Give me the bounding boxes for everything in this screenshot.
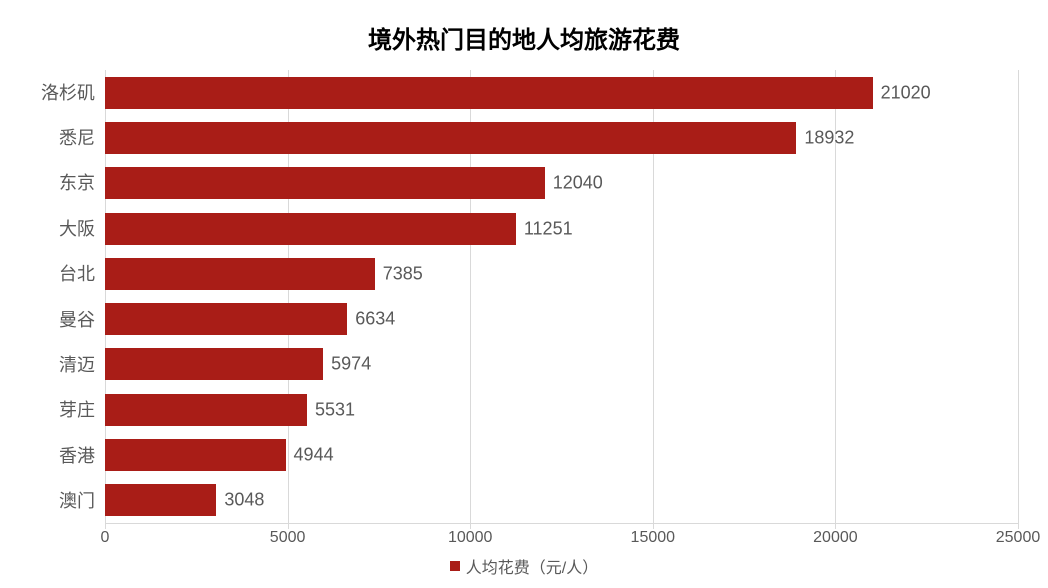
bar-row: 4944 — [105, 439, 1018, 471]
bars-area: 21020 18932 12040 11251 7385 6634 5974 5531 4944… — [105, 70, 1018, 524]
bar: 12040 — [105, 167, 545, 199]
x-axis-tick-label: 0 — [101, 529, 110, 547]
bars: 21020 18932 12040 11251 7385 6634 5974 5531 4944… — [105, 70, 1018, 523]
bar-value-label: 5531 — [315, 399, 355, 420]
bar-value-label: 18932 — [804, 127, 854, 148]
y-axis-label: 洛杉矶 — [30, 84, 95, 102]
x-axis-tick-label: 5000 — [270, 529, 306, 547]
x-axis-tick-label: 25000 — [996, 529, 1041, 547]
bar-value-label: 6634 — [355, 309, 395, 330]
chart-title: 境外热门目的地人均旅游花费 — [30, 20, 1018, 55]
y-axis-label: 芽庄 — [30, 401, 95, 419]
bar: 21020 — [105, 77, 873, 109]
legend: 人均花费（元/人） — [30, 554, 1018, 578]
bar: 11251 — [105, 213, 516, 245]
legend-label: 人均花费（元/人） — [466, 554, 598, 578]
bar-row: 3048 — [105, 484, 1018, 516]
y-axis-label: 东京 — [30, 174, 95, 192]
bar-value-label: 11251 — [524, 218, 573, 239]
legend-swatch — [450, 561, 460, 571]
bar-row: 5531 — [105, 394, 1018, 426]
y-axis-label: 曼谷 — [30, 311, 95, 329]
y-axis-label: 悉尼 — [30, 129, 95, 147]
bar: 4944 — [105, 439, 286, 471]
bar-row: 21020 — [105, 77, 1018, 109]
bar-row: 12040 — [105, 167, 1018, 199]
x-axis-tick-label: 10000 — [448, 529, 493, 547]
y-axis-label: 台北 — [30, 265, 95, 283]
bar: 6634 — [105, 303, 347, 335]
bar-value-label: 12040 — [553, 173, 603, 194]
x-axis-tick-label: 20000 — [813, 529, 858, 547]
y-axis-label: 清迈 — [30, 356, 95, 374]
bar-row: 5974 — [105, 348, 1018, 380]
y-axis-label: 澳门 — [30, 492, 95, 510]
bar-value-label: 4944 — [294, 445, 334, 466]
bar: 5531 — [105, 394, 307, 426]
bar: 3048 — [105, 484, 216, 516]
x-axis: 0500010000150002000025000 — [105, 524, 1018, 549]
chart-container: 境外热门目的地人均旅游花费 洛杉矶悉尼东京大阪台北曼谷清迈芽庄香港澳门 2102… — [0, 0, 1048, 588]
bar-value-label: 5974 — [331, 354, 371, 375]
y-axis: 洛杉矶悉尼东京大阪台北曼谷清迈芽庄香港澳门 — [30, 70, 105, 524]
gridline — [1018, 70, 1019, 523]
bar-value-label: 3048 — [224, 490, 264, 511]
bar-row: 18932 — [105, 122, 1018, 154]
y-axis-label: 香港 — [30, 447, 95, 465]
bar: 18932 — [105, 122, 796, 154]
bar-row: 6634 — [105, 303, 1018, 335]
bar: 5974 — [105, 348, 323, 380]
bar-row: 7385 — [105, 258, 1018, 290]
plot-area: 洛杉矶悉尼东京大阪台北曼谷清迈芽庄香港澳门 21020 18932 12040 112… — [30, 70, 1018, 524]
bar: 7385 — [105, 258, 375, 290]
bar-row: 11251 — [105, 213, 1018, 245]
y-axis-label: 大阪 — [30, 220, 95, 238]
x-axis-tick-label: 15000 — [631, 529, 676, 547]
bar-value-label: 7385 — [383, 263, 423, 284]
x-axis-ticks: 0500010000150002000025000 — [105, 524, 1018, 549]
bar-value-label: 21020 — [881, 82, 931, 103]
